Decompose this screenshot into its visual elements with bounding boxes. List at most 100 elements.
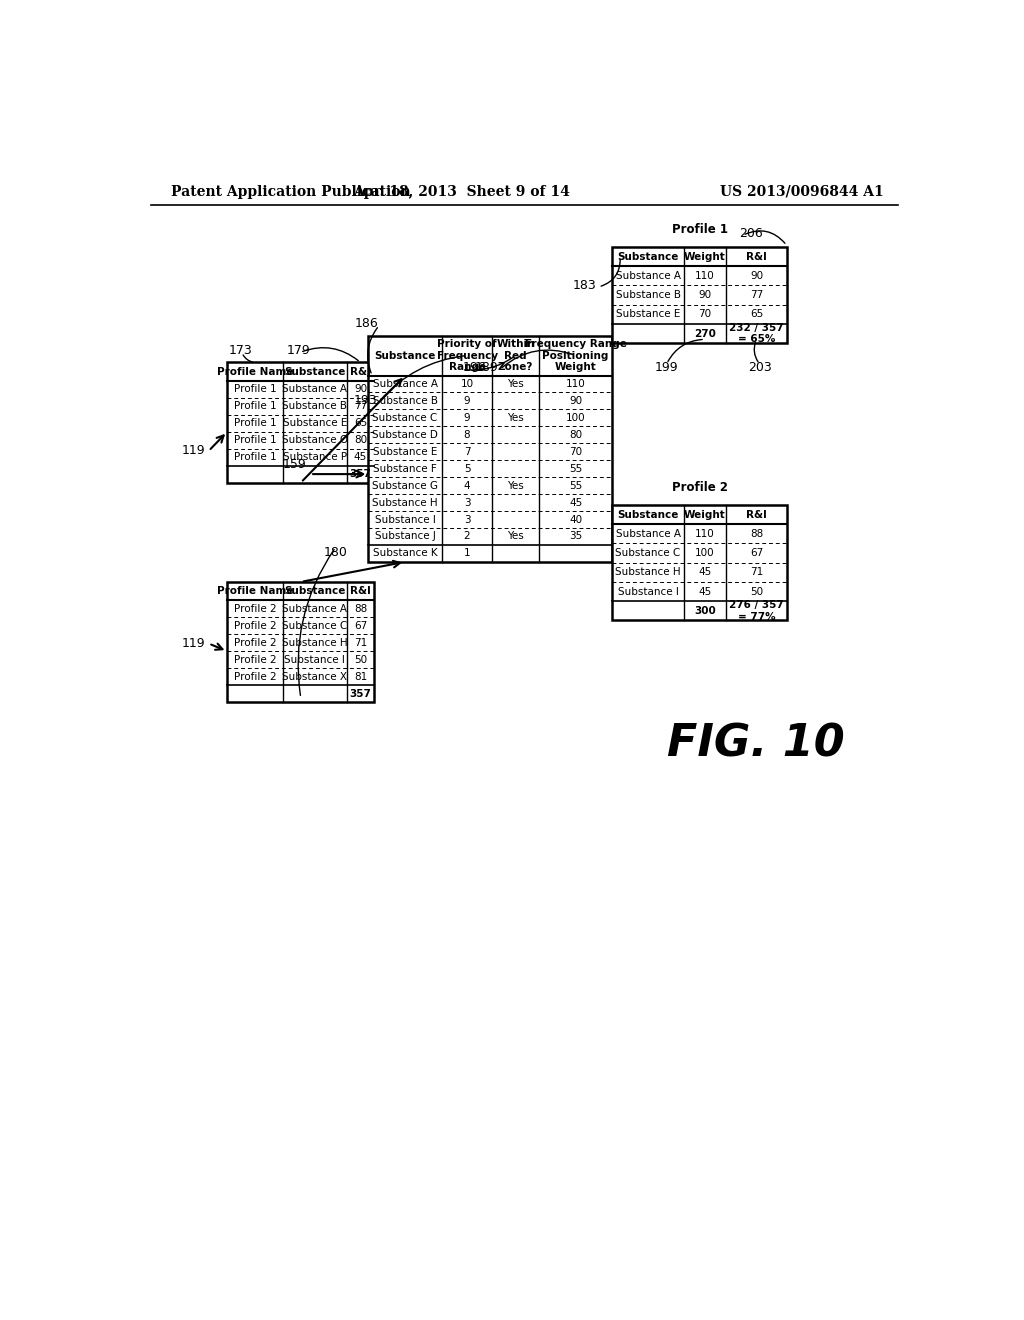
- Text: 67: 67: [354, 620, 368, 631]
- Text: 203: 203: [748, 362, 771, 375]
- Text: Substance J: Substance J: [375, 532, 435, 541]
- Text: 45: 45: [354, 453, 368, 462]
- Text: Patent Application Publication: Patent Application Publication: [171, 185, 411, 198]
- Text: 55: 55: [569, 480, 583, 491]
- Text: Substance: Substance: [284, 367, 345, 376]
- Text: 70: 70: [698, 309, 712, 319]
- Text: 232 / 357
= 65%: 232 / 357 = 65%: [729, 323, 783, 345]
- Text: Profile 1: Profile 1: [233, 384, 276, 395]
- Text: Substance A: Substance A: [615, 271, 681, 281]
- Text: Substance A: Substance A: [615, 529, 681, 539]
- Text: Yes: Yes: [507, 413, 524, 422]
- Bar: [612, 506, 786, 620]
- Text: Substance H: Substance H: [615, 568, 681, 577]
- Text: 10: 10: [461, 379, 474, 389]
- Text: Substance E: Substance E: [283, 418, 347, 428]
- Text: 7: 7: [464, 446, 470, 457]
- Text: 357: 357: [349, 689, 372, 698]
- Text: Substance H: Substance H: [373, 498, 438, 508]
- Text: 183: 183: [573, 279, 597, 292]
- Text: 55: 55: [569, 463, 583, 474]
- Text: Profile 2: Profile 2: [672, 480, 728, 494]
- Text: Weight: Weight: [684, 252, 726, 261]
- Text: 300: 300: [694, 606, 716, 615]
- Text: 67: 67: [750, 548, 763, 558]
- Text: Substance O: Substance O: [282, 436, 348, 445]
- Text: Profile 2: Profile 2: [233, 655, 276, 665]
- Text: 90: 90: [750, 271, 763, 281]
- Text: Substance K: Substance K: [373, 548, 437, 558]
- Text: Within
Red
Zone?: Within Red Zone?: [497, 339, 535, 372]
- Text: Profile 2: Profile 2: [233, 620, 276, 631]
- Text: Substance D: Substance D: [372, 430, 438, 440]
- Text: R&I: R&I: [746, 510, 767, 520]
- Text: R&I: R&I: [350, 586, 371, 597]
- Text: Substance I: Substance I: [285, 655, 345, 665]
- Text: 159: 159: [283, 458, 306, 471]
- Text: Substance B: Substance B: [615, 290, 681, 300]
- Text: Frequency Range
Positioning
Weight: Frequency Range Positioning Weight: [524, 339, 627, 372]
- Text: 90: 90: [698, 290, 712, 300]
- Text: Substance C: Substance C: [283, 620, 347, 631]
- Text: 276 / 357
= 77%: 276 / 357 = 77%: [729, 601, 784, 622]
- Text: 88: 88: [750, 529, 763, 539]
- Text: Substance I: Substance I: [617, 586, 679, 597]
- Text: 119: 119: [182, 638, 206, 649]
- Text: Substance A: Substance A: [373, 379, 437, 389]
- Text: R&I: R&I: [746, 252, 767, 261]
- Text: 71: 71: [750, 568, 763, 577]
- Text: 179: 179: [287, 345, 310, 358]
- Text: 9: 9: [464, 413, 470, 422]
- Text: 9: 9: [464, 396, 470, 407]
- Text: 35: 35: [569, 532, 583, 541]
- Text: Substance B: Substance B: [373, 396, 437, 407]
- Text: Substance A: Substance A: [283, 384, 347, 395]
- Text: Profile 1: Profile 1: [672, 223, 728, 236]
- Text: 45: 45: [569, 498, 583, 508]
- Text: 77: 77: [354, 401, 368, 412]
- Text: 45: 45: [698, 568, 712, 577]
- Text: Substance: Substance: [375, 351, 436, 360]
- Text: 119: 119: [182, 445, 206, 458]
- Text: 88: 88: [354, 603, 368, 614]
- Text: 50: 50: [354, 655, 367, 665]
- Text: Profile 2: Profile 2: [233, 672, 276, 681]
- Text: R&I: R&I: [350, 367, 371, 376]
- Text: 45: 45: [698, 586, 712, 597]
- Text: 196: 196: [463, 362, 486, 375]
- Text: 189: 189: [475, 362, 499, 375]
- Text: 2: 2: [464, 532, 470, 541]
- Text: 110: 110: [695, 271, 715, 281]
- Text: Substance E: Substance E: [615, 309, 680, 319]
- Text: 8: 8: [464, 430, 470, 440]
- Bar: [369, 335, 612, 562]
- Text: 77: 77: [750, 290, 763, 300]
- Text: 80: 80: [354, 436, 367, 445]
- Text: US 2013/0096844 A1: US 2013/0096844 A1: [720, 185, 884, 198]
- Text: Priority of
Frequency
Range: Priority of Frequency Range: [436, 339, 498, 372]
- Text: 173: 173: [228, 345, 252, 358]
- Text: Substance X: Substance X: [283, 672, 347, 681]
- Text: Substance F: Substance F: [373, 463, 437, 474]
- Text: Yes: Yes: [507, 532, 524, 541]
- Text: Yes: Yes: [507, 379, 524, 389]
- Text: 81: 81: [354, 672, 368, 681]
- Text: Substance E: Substance E: [373, 446, 437, 457]
- Text: 206: 206: [738, 227, 763, 240]
- Text: Profile 2: Profile 2: [233, 638, 276, 648]
- Text: 4: 4: [464, 480, 470, 491]
- Text: Yes: Yes: [507, 480, 524, 491]
- Text: Profile 1: Profile 1: [233, 418, 276, 428]
- Text: Substance C: Substance C: [373, 413, 437, 422]
- Text: Substance: Substance: [617, 252, 679, 261]
- Text: 100: 100: [565, 413, 586, 422]
- Text: 357: 357: [349, 469, 372, 479]
- Text: 193: 193: [354, 395, 378, 408]
- Text: 80: 80: [569, 430, 582, 440]
- Text: Weight: Weight: [684, 510, 726, 520]
- Bar: [612, 247, 786, 343]
- Text: 270: 270: [694, 329, 716, 338]
- Text: FIG. 10: FIG. 10: [667, 722, 845, 766]
- Text: 90: 90: [569, 396, 582, 407]
- Text: Substance I: Substance I: [375, 515, 435, 524]
